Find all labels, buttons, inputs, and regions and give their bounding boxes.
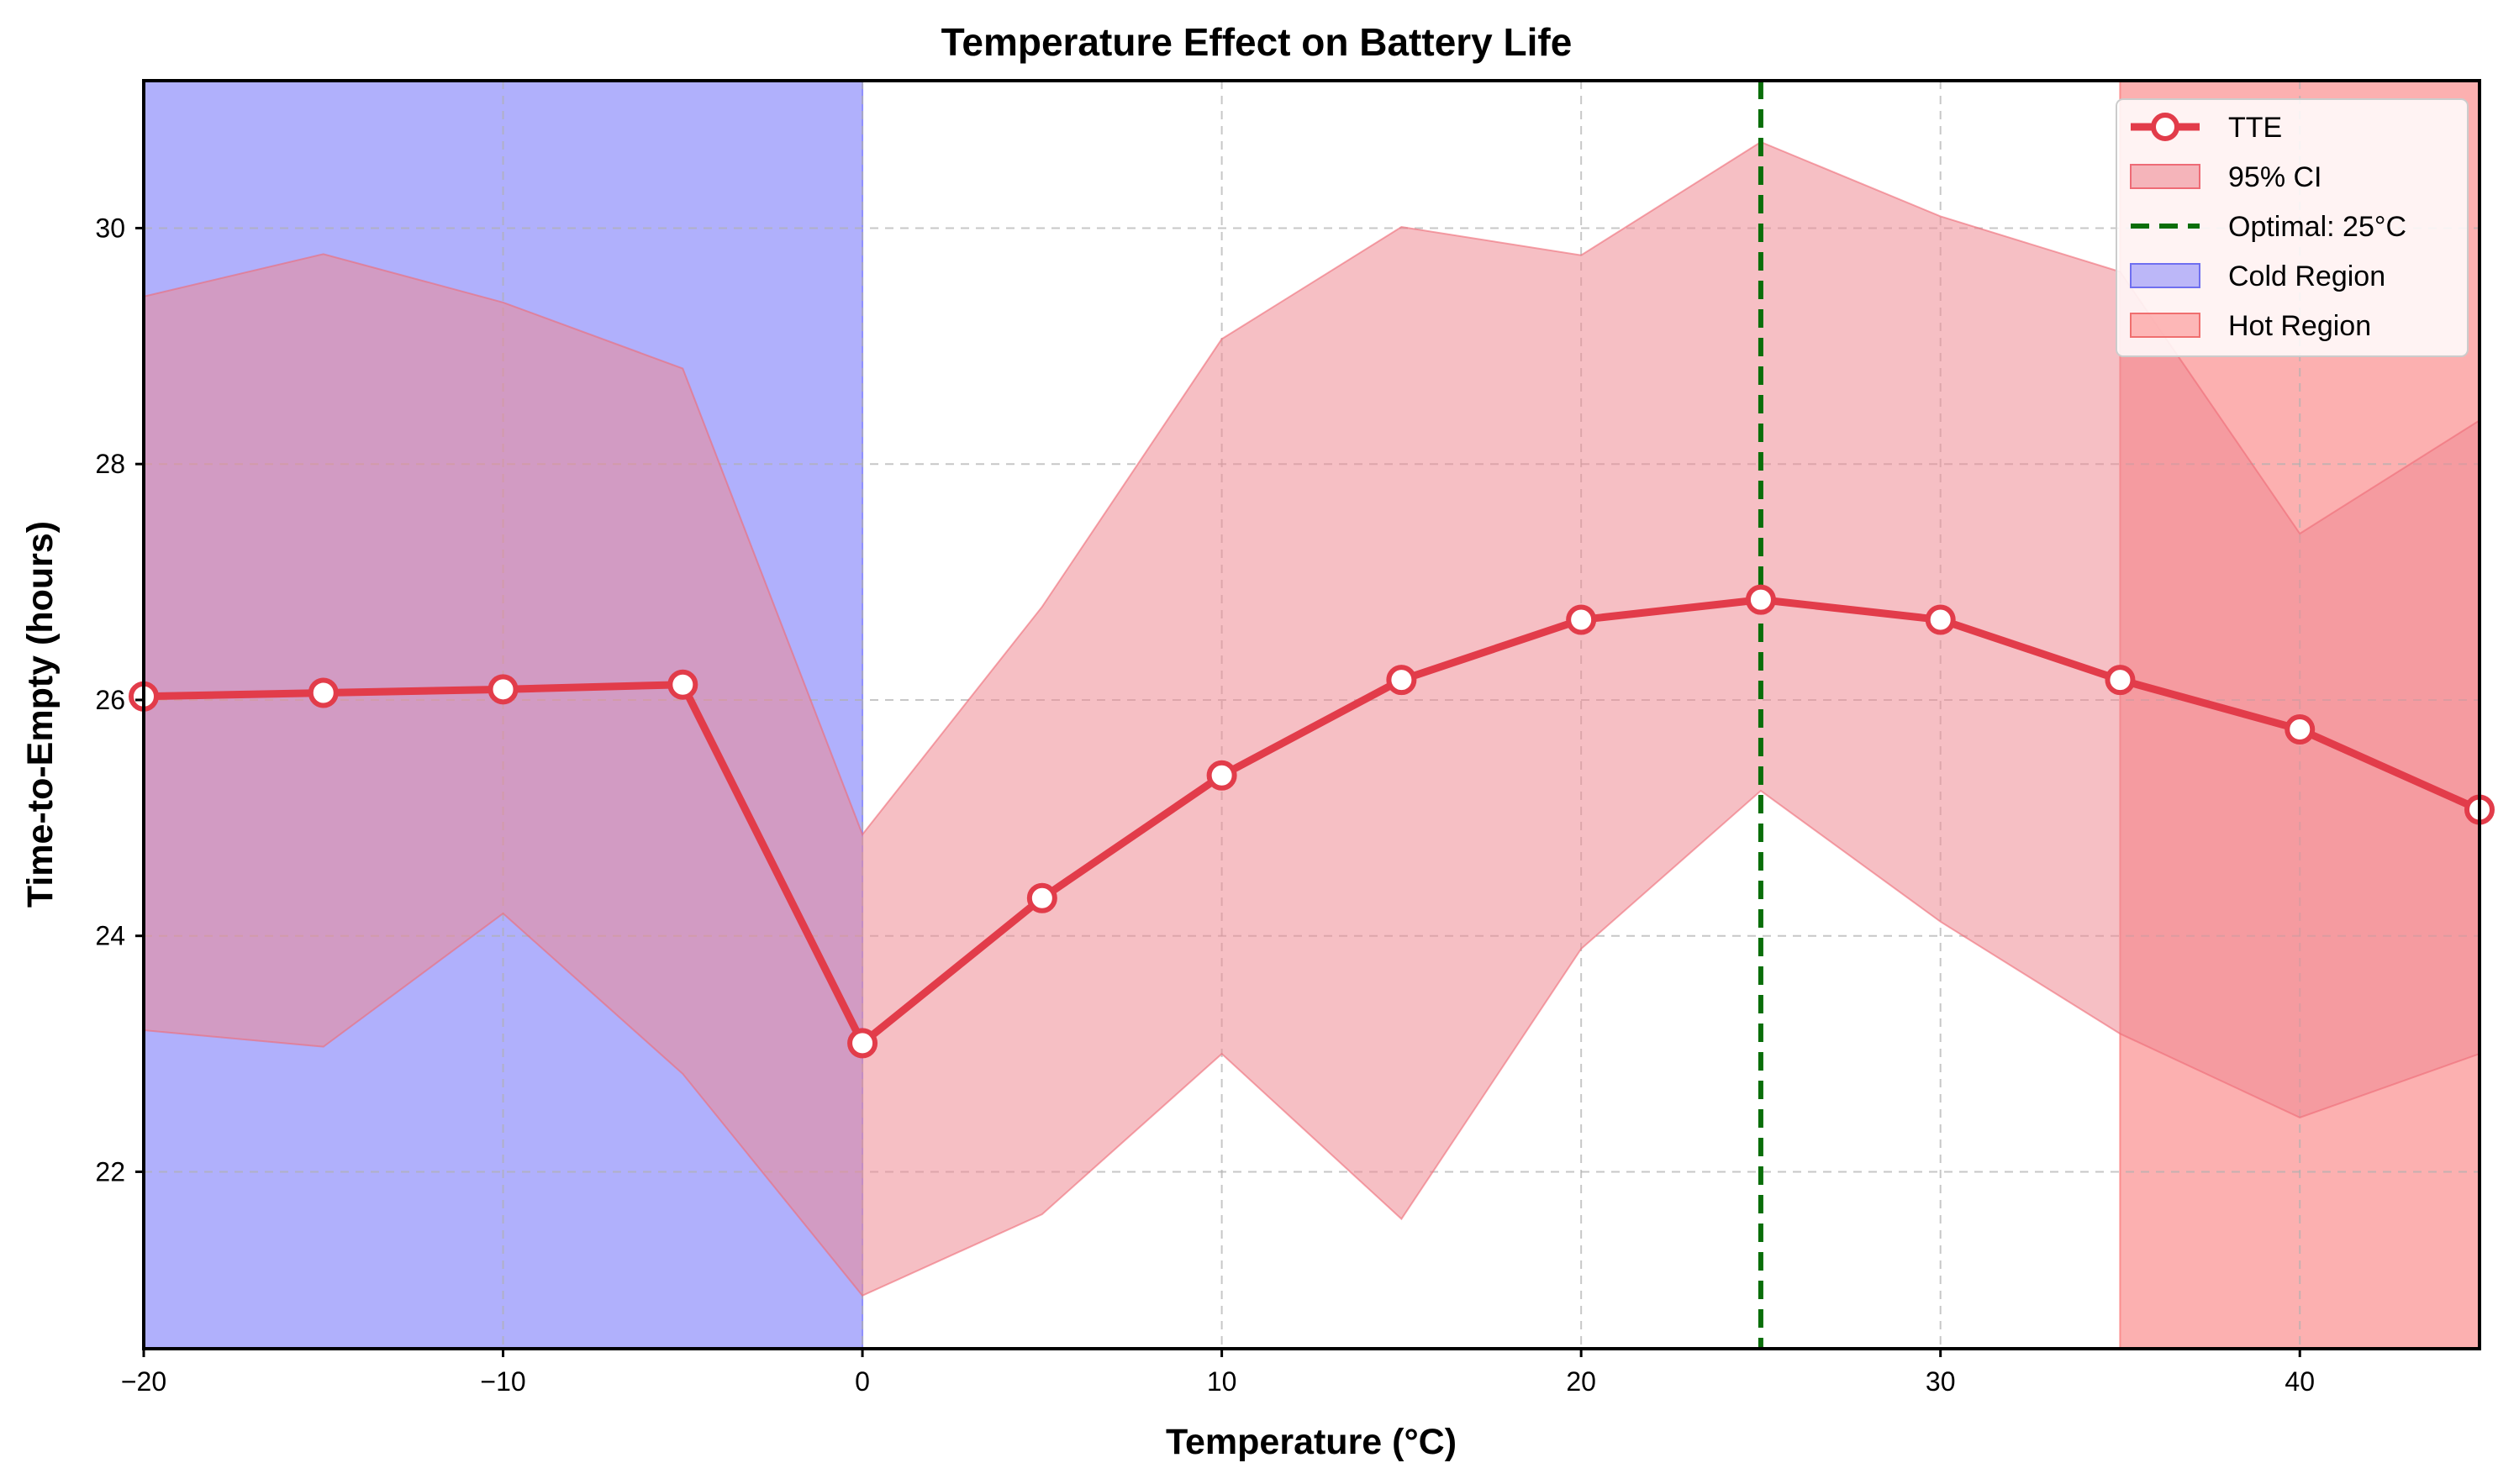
legend-label: Cold Region [2228, 260, 2385, 292]
tte-line [143, 596, 2481, 1047]
x-tick-label: 0 [855, 1366, 870, 1397]
x-tick-label: 30 [1926, 1366, 1956, 1397]
data-point [1745, 584, 1776, 615]
data-point [1566, 604, 1597, 635]
data-point [308, 677, 339, 708]
legend-label: Optimal: 25°C [2228, 211, 2406, 243]
x-tick-label: 10 [1207, 1366, 1237, 1397]
x-tick-label: −10 [480, 1366, 525, 1397]
points-layer [129, 584, 2495, 1059]
y-tick-label: 28 [95, 449, 125, 479]
data-point [2105, 665, 2136, 696]
y-axis-ticks: 22 24 26 28 30 [95, 213, 144, 1187]
data-point [847, 1028, 878, 1059]
y-tick-label: 30 [95, 213, 125, 243]
y-tick-label: 22 [95, 1156, 125, 1187]
chart-title: Temperature Effect on Battery Life [941, 20, 1573, 64]
x-axis-label: Temperature (°C) [1166, 1422, 1457, 1462]
data-point [1206, 760, 1237, 791]
legend-label: Hot Region [2228, 310, 2371, 342]
legend-frame [2116, 98, 2469, 357]
x-axis-ticks: −20 −10 0 10 20 30 40 [121, 1349, 2315, 1397]
x-tick-label: −20 [121, 1366, 166, 1397]
data-point [667, 669, 698, 700]
data-point [487, 674, 519, 705]
x-tick-label: 40 [2285, 1366, 2315, 1397]
data-point [1925, 604, 1956, 635]
plot-frame [142, 79, 2481, 1350]
y-axis-label: Time-to-Empty (hours) [20, 521, 61, 908]
y-tick-label: 26 [95, 685, 125, 715]
y-tick-label: 24 [95, 921, 125, 951]
plot-area [129, 79, 2495, 1350]
legend-swatch-ci [2130, 164, 2200, 189]
legend-swatch-hot-region [2130, 313, 2200, 338]
legend-marker-tte [2151, 113, 2179, 141]
legend-label: 95% CI [2228, 161, 2322, 193]
legend: TTE 95% CI Optimal: 25°C Cold Region Hot Reg… [2116, 98, 2469, 357]
data-point [1386, 665, 1417, 696]
legend-label: TTE [2228, 112, 2282, 144]
legend-swatch-cold-region [2130, 263, 2200, 288]
data-point [1026, 882, 1057, 913]
data-point [2285, 714, 2316, 745]
x-tick-label: 20 [1566, 1366, 1596, 1397]
